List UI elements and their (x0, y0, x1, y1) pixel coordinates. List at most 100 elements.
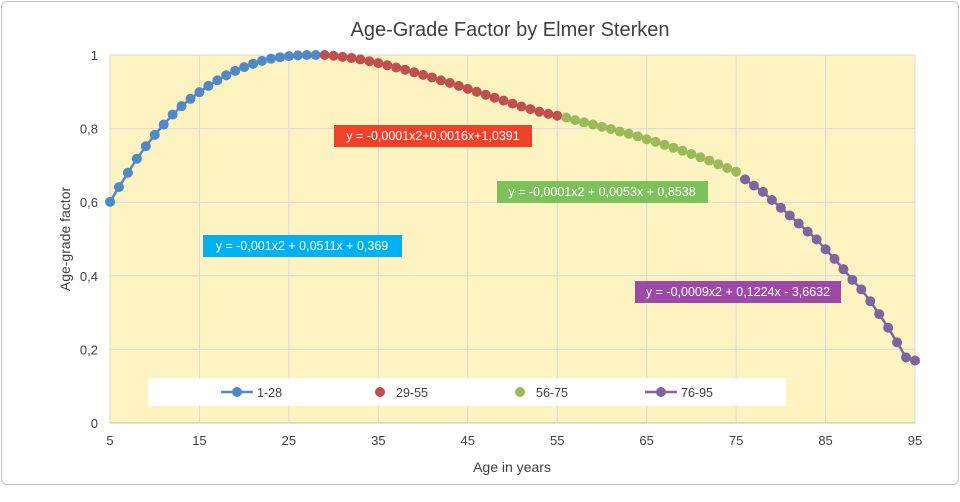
series-layer (105, 50, 920, 366)
data-point (221, 70, 232, 81)
data-point (793, 218, 804, 229)
data-point (167, 109, 178, 120)
data-point (605, 123, 616, 134)
equation-label-29-55: y = -0,0001x2+0,0016x+1,0391 (334, 125, 532, 147)
data-point (677, 145, 688, 156)
series-29-55 (319, 50, 563, 121)
x-tick-label: 95 (908, 433, 922, 448)
data-point (266, 53, 276, 64)
data-point (901, 352, 912, 363)
data-point (757, 186, 768, 197)
legend-label-56-75: 56-75 (536, 386, 568, 400)
data-point (400, 64, 411, 75)
data-point (722, 162, 733, 173)
equation-label-76-95: y = -0,0009x2 + 0,1224x - 3,6632 (635, 281, 841, 303)
y-tick-label: 0,6 (80, 195, 98, 210)
data-point (409, 67, 420, 78)
legend-box (148, 378, 786, 406)
data-point (435, 75, 446, 86)
legend-item-1-28: 1-28 (221, 386, 282, 400)
data-point (695, 152, 706, 163)
data-point (811, 234, 822, 245)
data-point (131, 153, 142, 164)
equation-text-76-95: y = -0,0009x2 + 0,1224x - 3,6632 (646, 285, 830, 299)
data-point (418, 69, 429, 80)
data-point (382, 60, 393, 71)
data-point (355, 54, 366, 65)
data-point (212, 75, 223, 86)
data-point (570, 115, 581, 126)
equation-text-56-75: y = -0,0001x2 + 0,0053x + 0,8538 (508, 185, 695, 199)
x-tick-label: 55 (550, 433, 564, 448)
y-tick-label: 0 (91, 416, 98, 431)
x-axis-label: Age in years (473, 459, 551, 475)
data-point (113, 182, 124, 193)
data-point (686, 148, 697, 159)
series-76-95 (740, 174, 920, 366)
data-point (498, 95, 509, 106)
y-tick-label: 0,8 (80, 122, 98, 137)
equation-text-1-28: y = -0,001x2 + 0,0511x + 0,369 (216, 239, 389, 253)
data-point (391, 62, 402, 73)
y-tick-label: 1 (91, 48, 98, 63)
x-tick-label: 75 (729, 433, 743, 448)
data-point (552, 110, 563, 121)
equation-box-56-75 (497, 181, 708, 203)
data-point (561, 112, 572, 123)
x-tick-labels: 5 15 25 35 45 55 65 75 85 95 (106, 433, 922, 448)
equation-label-1-28: y = -0,001x2 + 0,0511x + 0,369 (203, 235, 402, 257)
x-tick-label: 65 (639, 433, 653, 448)
equation-box-29-55 (334, 125, 532, 147)
data-point (489, 92, 500, 103)
data-point (847, 274, 858, 285)
data-point (292, 50, 303, 61)
data-point (274, 52, 285, 63)
data-point (516, 101, 527, 112)
data-point (194, 87, 205, 98)
legend-marker-1-28 (232, 387, 242, 397)
data-point (239, 62, 250, 73)
data-point (453, 80, 464, 91)
data-point (364, 56, 375, 67)
data-point (713, 159, 724, 170)
data-point (480, 89, 491, 100)
data-point (283, 51, 294, 62)
equation-box-76-95 (635, 281, 841, 303)
data-point (122, 167, 133, 178)
data-point (462, 83, 473, 94)
data-point (203, 80, 214, 91)
y-tick-label: 0,4 (80, 269, 98, 284)
data-point (230, 65, 241, 76)
data-point (731, 166, 742, 177)
data-point (301, 50, 312, 60)
x-tick-label: 25 (282, 433, 296, 448)
data-point (185, 93, 196, 104)
equation-text-29-55: y = -0,0001x2+0,0016x+1,0391 (346, 129, 519, 143)
legend: 1-28 29-55 56-75 76-95 (148, 378, 786, 406)
data-point (149, 129, 160, 140)
x-tick-label: 15 (192, 433, 206, 448)
data-point (865, 296, 876, 307)
data-point (883, 322, 894, 333)
data-point (525, 104, 536, 115)
data-point (749, 180, 759, 191)
data-point (856, 284, 867, 295)
data-point (596, 121, 607, 132)
legend-marker-29-55 (375, 387, 385, 397)
x-tick-label: 85 (818, 433, 832, 448)
data-point (588, 119, 598, 130)
data-point (784, 210, 795, 221)
legend-item-29-55: 29-55 (375, 386, 428, 400)
data-point (471, 86, 482, 97)
data-point (427, 72, 437, 83)
data-point (176, 101, 187, 112)
legend-label-1-28: 1-28 (257, 386, 282, 400)
x-tick-label: 35 (371, 433, 385, 448)
data-point (140, 141, 151, 152)
data-point (659, 139, 670, 150)
data-point (802, 226, 813, 237)
x-tick-label: 5 (106, 433, 113, 448)
data-point (534, 106, 545, 117)
x-tick-label: 45 (461, 433, 475, 448)
